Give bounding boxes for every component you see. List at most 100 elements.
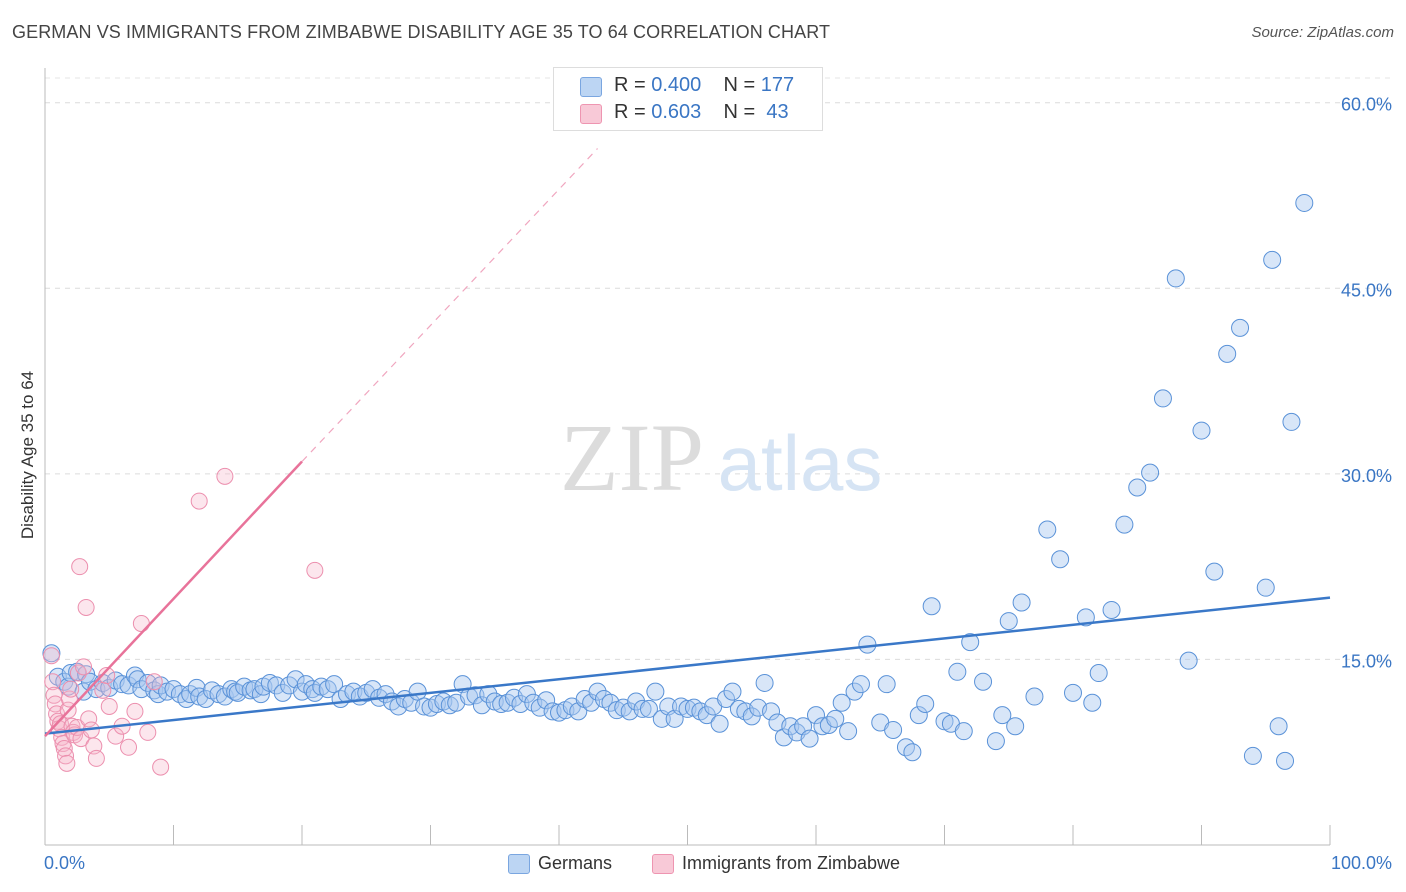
data-point-germans bbox=[1089, 664, 1108, 683]
data-point-germans bbox=[877, 675, 896, 694]
chart-title: GERMAN VS IMMIGRANTS FROM ZIMBABWE DISAB… bbox=[12, 22, 831, 42]
data-point-germans bbox=[267, 676, 286, 695]
data-point-germans bbox=[273, 683, 292, 702]
correlation-legend: R = 0.400 N = 177 R = 0.603 N = 43 bbox=[553, 67, 823, 131]
watermark-zip: ZIP bbox=[560, 404, 704, 511]
x-tick-label: 100.0% bbox=[1331, 853, 1392, 873]
data-point-germans bbox=[800, 729, 819, 748]
data-point-germans bbox=[762, 702, 781, 721]
data-point-zimbabwe bbox=[42, 647, 60, 665]
data-point-zimbabwe bbox=[126, 702, 144, 720]
data-point-zimbabwe bbox=[98, 667, 116, 685]
data-point-germans bbox=[948, 662, 967, 681]
data-point-germans bbox=[961, 633, 980, 652]
data-point-germans bbox=[916, 694, 935, 713]
data-point-germans bbox=[466, 686, 485, 705]
data-point-germans bbox=[993, 706, 1012, 725]
data-point-germans bbox=[1025, 687, 1044, 706]
legend-n-value: 43 bbox=[766, 101, 789, 123]
source-label: Source: ZipAtlas.com bbox=[1251, 24, 1394, 41]
data-point-germans bbox=[646, 682, 665, 701]
series-germans bbox=[42, 193, 1314, 770]
data-point-germans bbox=[543, 702, 562, 721]
y-tick-label: 30.0% bbox=[1341, 466, 1392, 486]
data-point-germans bbox=[325, 675, 344, 694]
legend-n-value: 177 bbox=[760, 74, 795, 96]
data-point-germans bbox=[1128, 478, 1147, 497]
legend-r-label: R = bbox=[614, 74, 646, 96]
data-point-germans bbox=[717, 690, 736, 709]
watermark: ZIP atlas bbox=[560, 404, 882, 511]
trend-lines bbox=[44, 148, 1331, 737]
data-point-germans bbox=[845, 682, 864, 701]
data-point-germans bbox=[723, 682, 742, 701]
data-point-germans bbox=[1166, 269, 1185, 288]
legend-swatch-zimbabwe bbox=[652, 854, 674, 874]
legend-n-label: N = bbox=[723, 101, 756, 123]
data-point-germans bbox=[1141, 463, 1160, 482]
data-point-germans bbox=[1282, 412, 1301, 431]
data-point-germans bbox=[128, 670, 147, 689]
data-point-zimbabwe bbox=[71, 558, 89, 576]
data-point-germans bbox=[537, 691, 556, 710]
trend-line-zimbabwe bbox=[44, 460, 303, 737]
data-point-germans bbox=[639, 699, 658, 718]
y-axis-title: Disability Age 35 to 64 bbox=[18, 370, 37, 540]
data-point-germans bbox=[1295, 193, 1314, 212]
data-point-germans bbox=[1256, 578, 1275, 597]
data-point-germans bbox=[858, 635, 877, 654]
data-point-germans bbox=[1263, 250, 1282, 269]
legend-label-zimbabwe: Immigrants from Zimbabwe bbox=[682, 853, 901, 873]
legend-text-germans: R = 0.400 N = 177 bbox=[614, 74, 794, 97]
data-point-germans bbox=[80, 672, 99, 691]
watermark-atlas: atlas bbox=[718, 419, 883, 507]
data-point-germans bbox=[909, 706, 928, 725]
y-tick-label: 15.0% bbox=[1341, 651, 1392, 671]
data-point-zimbabwe bbox=[107, 727, 125, 745]
data-point-germans bbox=[1012, 593, 1031, 612]
data-point-germans bbox=[1231, 318, 1250, 337]
data-point-germans bbox=[755, 673, 774, 692]
data-point-germans bbox=[511, 694, 530, 713]
grid-lines bbox=[45, 77, 1394, 660]
data-point-germans bbox=[999, 612, 1018, 631]
data-point-germans bbox=[1192, 421, 1211, 440]
data-point-germans bbox=[986, 732, 1005, 751]
data-point-zimbabwe bbox=[132, 615, 150, 633]
data-point-germans bbox=[1153, 389, 1172, 408]
data-point-zimbabwe bbox=[87, 749, 105, 767]
data-point-zimbabwe bbox=[145, 673, 163, 691]
legend-r-value: 0.603 bbox=[651, 101, 702, 123]
data-point-zimbabwe bbox=[75, 658, 93, 676]
legend-swatch-germans bbox=[580, 77, 602, 97]
data-point-germans bbox=[1051, 550, 1070, 569]
data-point-germans bbox=[1115, 515, 1134, 534]
data-point-zimbabwe bbox=[77, 598, 95, 616]
data-point-germans bbox=[922, 597, 941, 616]
tick-labels: 15.0% 30.0% 45.0% 60.0% 0.0% 100.0% bbox=[44, 95, 1392, 873]
data-point-germans bbox=[807, 706, 825, 725]
data-point-germans bbox=[1205, 562, 1224, 581]
y-tick-label: 45.0% bbox=[1341, 280, 1392, 300]
data-point-germans bbox=[826, 709, 845, 728]
x-tick-label: 0.0% bbox=[44, 853, 85, 873]
data-point-germans bbox=[1179, 651, 1198, 670]
data-point-zimbabwe bbox=[120, 738, 138, 756]
data-point-germans bbox=[839, 722, 858, 741]
data-point-germans bbox=[851, 675, 870, 694]
legend-label-germans: Germans bbox=[538, 853, 613, 873]
data-point-germans bbox=[1064, 683, 1082, 702]
data-point-germans bbox=[1006, 717, 1025, 736]
data-point-germans bbox=[1083, 693, 1102, 712]
data-point-zimbabwe bbox=[139, 723, 157, 741]
data-point-zimbabwe bbox=[216, 467, 234, 485]
legend-text-zimbabwe: R = 0.603 N = 43 bbox=[614, 101, 789, 124]
data-point-germans bbox=[884, 720, 903, 739]
data-point-germans bbox=[1218, 344, 1237, 363]
series-legend: Germans Immigrants from Zimbabwe bbox=[0, 852, 1406, 878]
legend-r-value: 0.400 bbox=[651, 74, 702, 96]
data-point-germans bbox=[832, 693, 851, 712]
data-point-germans bbox=[954, 722, 973, 741]
data-point-germans bbox=[1038, 520, 1057, 539]
data-point-zimbabwe bbox=[100, 697, 118, 715]
